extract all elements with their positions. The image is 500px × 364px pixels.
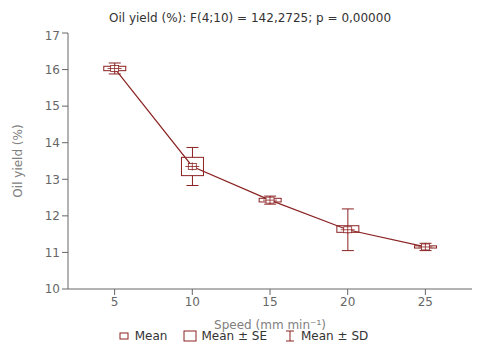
- svg-text:5: 5: [111, 295, 119, 309]
- svg-text:15: 15: [45, 99, 60, 113]
- svg-text:12: 12: [45, 209, 60, 223]
- svg-text:17: 17: [45, 29, 60, 43]
- html-text:Mean ± SD: Mean ± SD: [301, 329, 369, 343]
- html-text:Oil yield (%): F(4;10) = 142,2: Oil yield (%): F(4;10) = 142,2725; p = 0…: [109, 11, 391, 25]
- html-text:Mean ± SE: Mean ± SE: [201, 329, 267, 343]
- svg-text:Oil yield (%): Oil yield (%): [11, 124, 25, 197]
- svg-text:11: 11: [45, 246, 60, 260]
- svg-text:25: 25: [418, 295, 433, 309]
- svg-text:10: 10: [45, 282, 60, 296]
- svg-text:14: 14: [45, 136, 60, 150]
- svg-text:Speed (mm min⁻¹): Speed (mm min⁻¹): [214, 318, 326, 332]
- svg-text:10: 10: [185, 295, 200, 309]
- svg-text:13: 13: [45, 173, 60, 187]
- html-text:Mean: Mean: [134, 329, 168, 343]
- svg-text:20: 20: [340, 295, 355, 309]
- svg-text:16: 16: [45, 63, 60, 77]
- svg-text:15: 15: [262, 295, 277, 309]
